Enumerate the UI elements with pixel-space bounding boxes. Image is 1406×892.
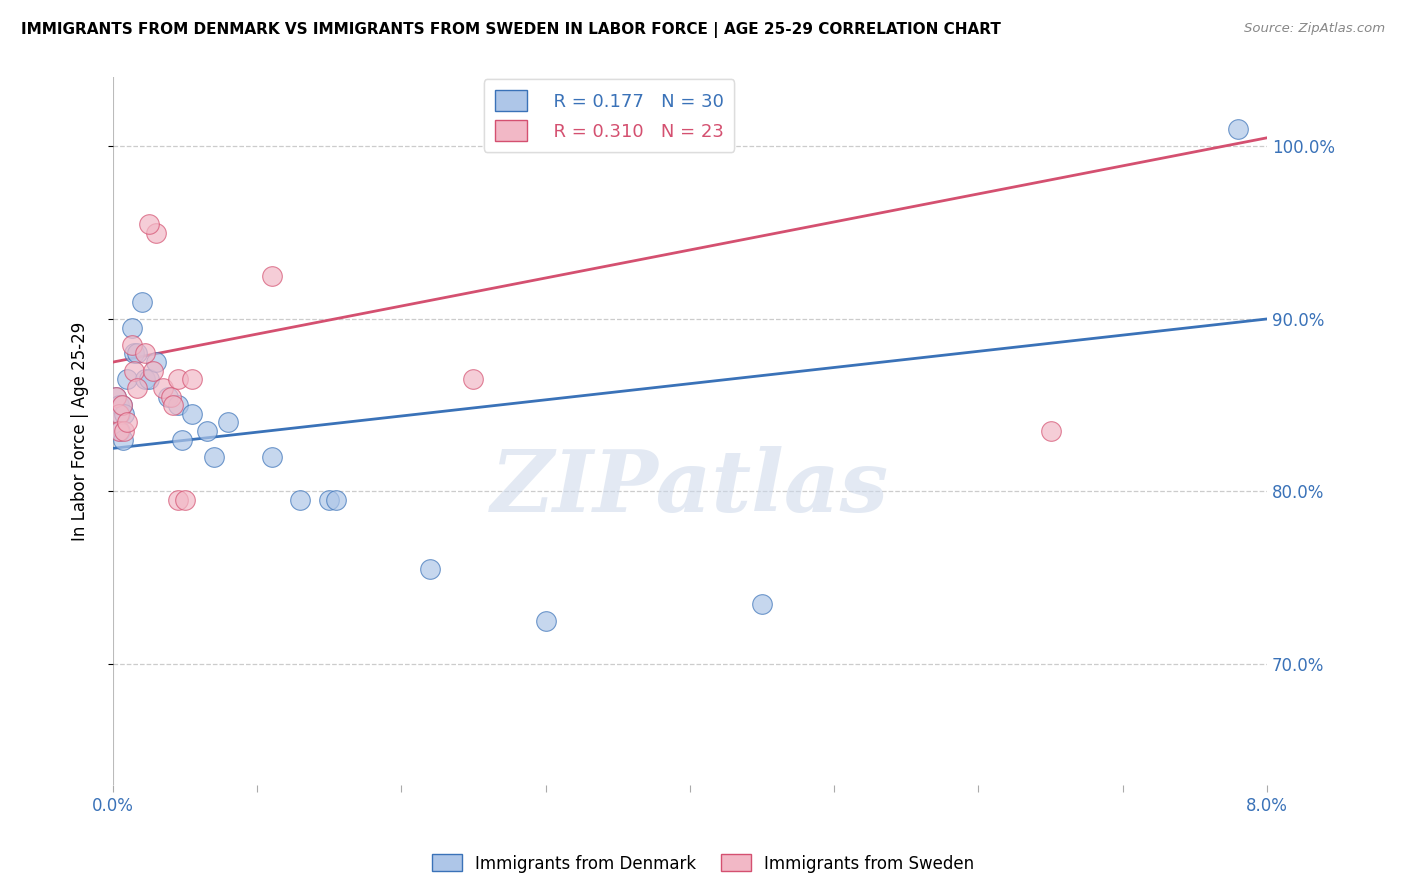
Text: ZIPatlas: ZIPatlas	[491, 446, 889, 530]
Point	[131, 294, 153, 309]
Point	[1227, 122, 1250, 136]
Point	[419, 562, 441, 576]
Point	[110, 398, 132, 412]
Point	[117, 416, 139, 430]
Point	[290, 493, 312, 508]
Point	[107, 407, 129, 421]
Point	[134, 346, 156, 360]
Point	[107, 424, 129, 438]
Point	[124, 364, 146, 378]
Point	[117, 372, 139, 386]
Point	[104, 390, 127, 404]
Point	[325, 493, 347, 508]
Point	[110, 398, 132, 412]
Legend:   R = 0.177   N = 30,   R = 0.310   N = 23: R = 0.177 N = 30, R = 0.310 N = 23	[484, 79, 734, 152]
Point	[181, 372, 204, 386]
Point	[172, 433, 194, 447]
Point	[145, 226, 167, 240]
Point	[260, 268, 283, 283]
Point	[156, 390, 179, 404]
Text: Source: ZipAtlas.com: Source: ZipAtlas.com	[1244, 22, 1385, 36]
Y-axis label: In Labor Force | Age 25-29: In Labor Force | Age 25-29	[72, 321, 89, 541]
Point	[202, 450, 225, 464]
Point	[104, 390, 127, 404]
Point	[121, 338, 143, 352]
Text: IMMIGRANTS FROM DENMARK VS IMMIGRANTS FROM SWEDEN IN LABOR FORCE | AGE 25-29 COR: IMMIGRANTS FROM DENMARK VS IMMIGRANTS FR…	[21, 22, 1001, 38]
Point	[145, 355, 167, 369]
Legend: Immigrants from Denmark, Immigrants from Sweden: Immigrants from Denmark, Immigrants from…	[425, 847, 981, 880]
Point	[138, 372, 160, 386]
Point	[260, 450, 283, 464]
Point	[112, 424, 135, 438]
Point	[111, 433, 134, 447]
Point	[124, 346, 146, 360]
Point	[142, 364, 165, 378]
Point	[121, 320, 143, 334]
Point	[152, 381, 174, 395]
Point	[108, 407, 131, 421]
Point	[108, 424, 131, 438]
Point	[751, 597, 773, 611]
Point	[166, 398, 188, 412]
Point	[166, 372, 188, 386]
Point	[127, 346, 149, 360]
Point	[181, 407, 204, 421]
Point	[112, 407, 135, 421]
Point	[1039, 424, 1062, 438]
Point	[195, 424, 218, 438]
Point	[217, 416, 239, 430]
Point	[159, 390, 181, 404]
Point	[463, 372, 485, 386]
Point	[174, 493, 197, 508]
Point	[134, 372, 156, 386]
Point	[107, 398, 129, 412]
Point	[166, 493, 188, 508]
Point	[318, 493, 340, 508]
Point	[127, 381, 149, 395]
Point	[534, 614, 557, 628]
Point	[138, 217, 160, 231]
Point	[162, 398, 184, 412]
